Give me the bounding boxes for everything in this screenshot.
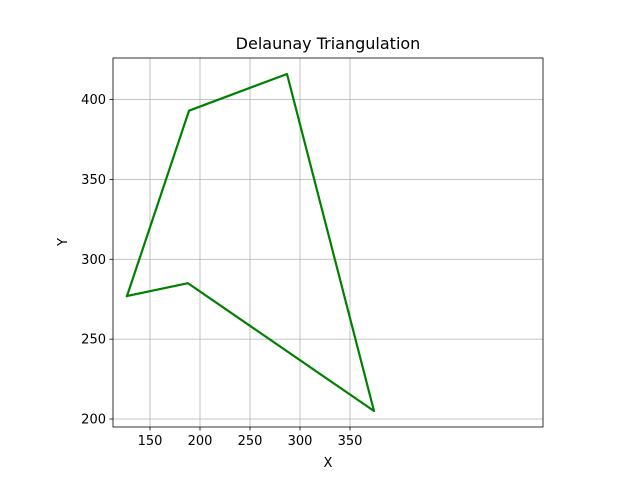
y-tick-label: 350 xyxy=(81,173,106,188)
y-tick-label: 300 xyxy=(81,253,106,268)
y-tick-label: 400 xyxy=(81,93,106,108)
plot-area-frame xyxy=(112,57,544,428)
axis-ticks: 150 200 250 300 350 200 250 300 350 400 xyxy=(81,93,362,449)
y-axis-label: Y xyxy=(56,238,71,247)
chart-title: Delaunay Triangulation xyxy=(236,34,421,53)
series-layer xyxy=(125,72,376,413)
triangulation-line xyxy=(125,72,376,413)
y-tick-label: 250 xyxy=(81,333,106,348)
x-tick-label: 200 xyxy=(188,434,213,449)
x-tick-label: 300 xyxy=(288,434,313,449)
y-tick-label: 200 xyxy=(81,413,106,428)
x-tick-label: 150 xyxy=(138,434,163,449)
x-tick-label: 350 xyxy=(338,434,363,449)
grid-lines xyxy=(113,58,543,427)
x-tick-label: 250 xyxy=(238,434,263,449)
x-axis-label: X xyxy=(324,456,333,471)
